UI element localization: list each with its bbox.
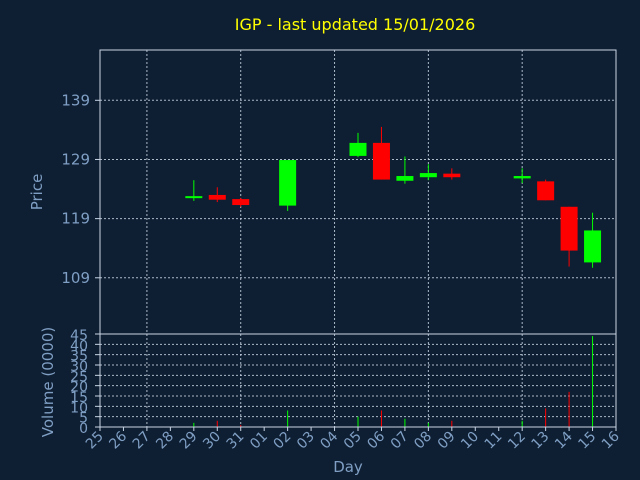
day-tick-label: 13 <box>529 429 553 453</box>
candle-body <box>560 206 578 251</box>
chart-title: IGP - last updated 15/01/2026 <box>235 15 476 34</box>
day-tick-label: 04 <box>317 428 341 452</box>
day-tick-label: 07 <box>388 429 412 453</box>
candle-body <box>279 160 297 206</box>
day-tick-label: 09 <box>435 429 459 453</box>
candle-body <box>419 173 437 178</box>
candle-body <box>208 194 226 200</box>
volume-tick-label: 30 <box>70 359 88 375</box>
day-tick-label: 14 <box>552 428 576 452</box>
volume-panel-frame <box>99 333 617 428</box>
candle-body <box>232 199 250 206</box>
price-tick-label: 139 <box>61 91 90 109</box>
day-tick-label: 12 <box>505 429 529 453</box>
day-tick-label: 03 <box>294 429 318 453</box>
day-tick-label: 06 <box>364 428 388 452</box>
candle-body <box>513 176 531 179</box>
volume-tick-label: 25 <box>70 369 88 385</box>
candle-body <box>537 181 555 201</box>
day-tick-label: 10 <box>458 429 482 453</box>
day-tick-label: 05 <box>341 429 365 453</box>
day-tick-label: 01 <box>247 429 271 453</box>
day-tick-label: 27 <box>130 429 154 453</box>
day-tick-label: 11 <box>482 429 506 453</box>
day-tick-label: 08 <box>411 429 435 453</box>
candle-body <box>396 176 414 181</box>
price-axis-label: Price <box>28 174 46 211</box>
day-tick-label: 26 <box>106 428 130 452</box>
candle-body <box>584 230 602 263</box>
volume-tick-label: 10 <box>70 400 88 416</box>
day-tick-label: 31 <box>224 429 248 453</box>
volume-axis-label: Volume (0000) <box>39 327 57 437</box>
candle-body <box>185 196 203 199</box>
day-tick-label: 15 <box>575 429 599 453</box>
price-tick-label: 109 <box>61 269 90 287</box>
volume-tick-label: 5 <box>79 411 88 427</box>
price-tick-label: 119 <box>61 210 90 228</box>
day-tick-label: 29 <box>177 429 201 453</box>
volume-tick-label: 35 <box>70 349 88 365</box>
day-tick-label: 16 <box>599 428 623 452</box>
volume-tick-label: 40 <box>70 338 88 354</box>
candle-body <box>349 142 367 156</box>
volume-tick-label: 45 <box>70 328 88 344</box>
day-tick-label: 02 <box>271 429 295 453</box>
candle-body <box>372 142 390 180</box>
candle-body <box>443 173 461 178</box>
day-tick-label: 28 <box>153 429 177 453</box>
x-axis-label: Day <box>333 458 363 476</box>
day-tick-label: 30 <box>200 429 224 453</box>
price-tick-label: 129 <box>61 150 90 168</box>
volume-tick-label: 0 <box>79 421 88 437</box>
volume-tick-label: 15 <box>70 390 88 406</box>
volume-tick-label: 20 <box>70 380 88 396</box>
